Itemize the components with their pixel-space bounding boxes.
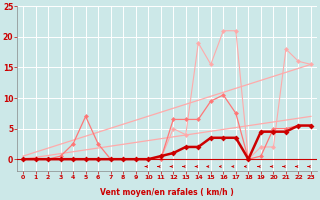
X-axis label: Vent moyen/en rafales ( km/h ): Vent moyen/en rafales ( km/h ) — [100, 188, 234, 197]
